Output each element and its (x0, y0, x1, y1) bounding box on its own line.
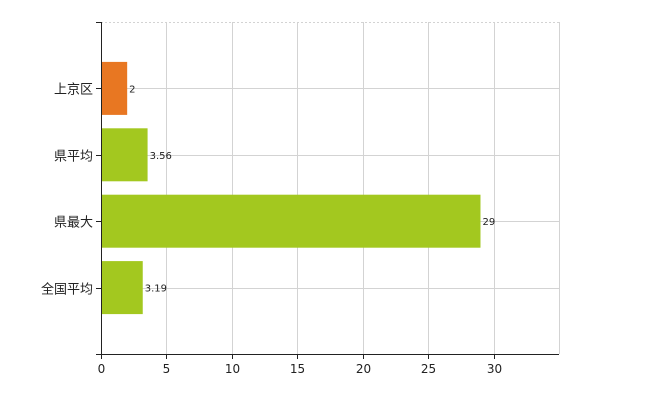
bar (101, 194, 481, 248)
category-label: 全国平均 (41, 282, 93, 298)
x-tick-label: 10 (225, 362, 240, 376)
bar-value-label: 3.56 (150, 151, 172, 162)
x-tick-label: 25 (421, 362, 436, 376)
x-tick-label: 30 (487, 362, 502, 376)
category-label: 県平均 (54, 150, 93, 165)
category-label: 上京区 (54, 83, 93, 98)
grid-layer (101, 22, 560, 354)
x-tick-label: 15 (290, 362, 305, 376)
bar-value-label: 2 (129, 84, 135, 95)
bar-value-label: 29 (482, 217, 495, 228)
bar (101, 61, 128, 115)
bars-layer (101, 61, 481, 315)
x-tick-label: 5 (163, 362, 171, 376)
bar (101, 261, 143, 315)
axes-layer (96, 22, 559, 359)
x-tick-label: 0 (98, 362, 106, 376)
bar-value-label: 3.19 (145, 284, 167, 295)
category-label: 県最大 (54, 216, 93, 231)
x-tick-label: 20 (356, 362, 371, 376)
bar (101, 128, 148, 182)
